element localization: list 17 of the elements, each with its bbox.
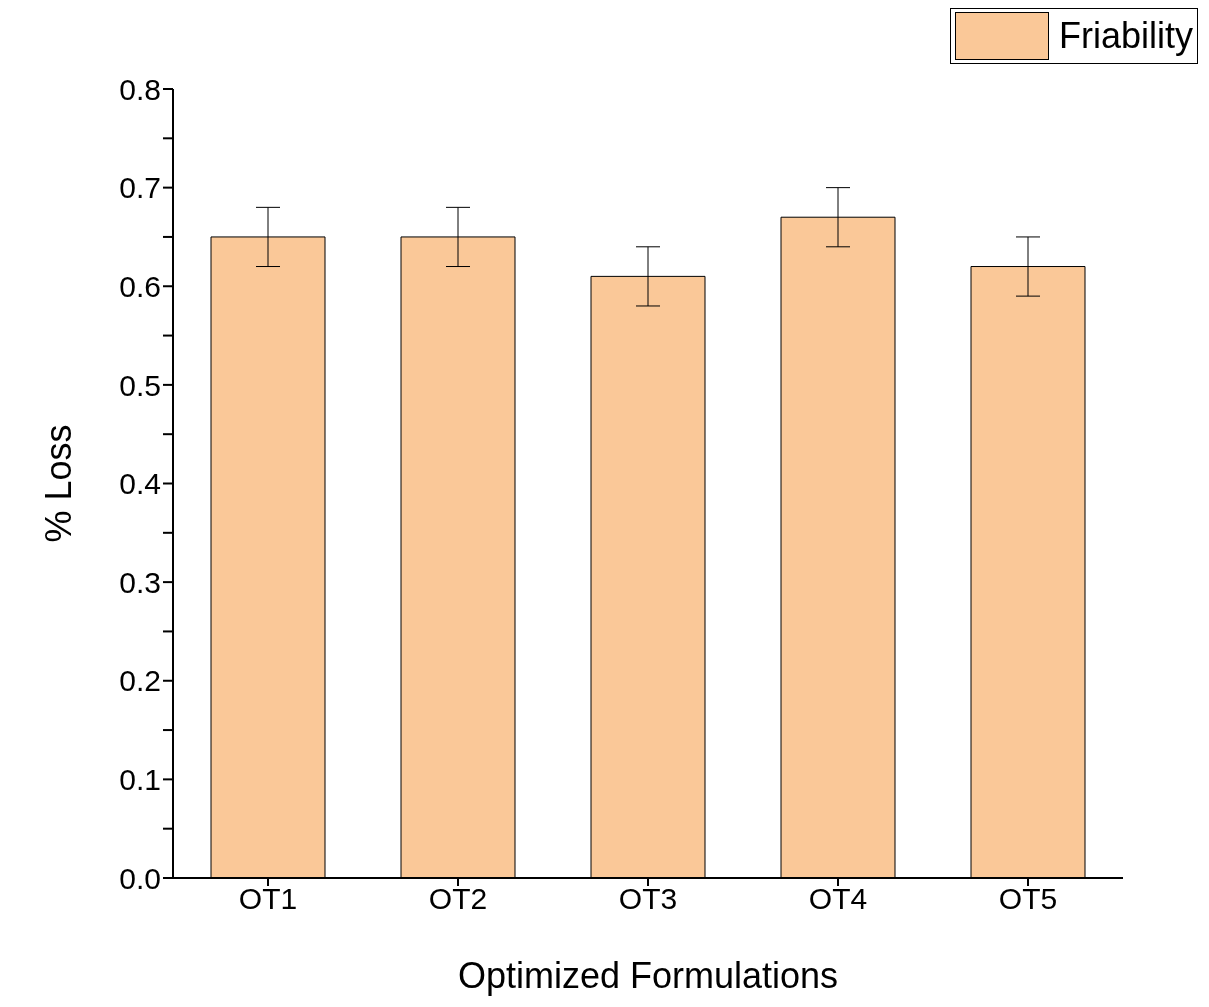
y-tick-label: 0.6 (119, 269, 161, 303)
y-tick-label: 0.1 (119, 763, 161, 797)
x-tick-label: OT5 (998, 882, 1058, 916)
x-tick-label: OT3 (618, 882, 678, 916)
x-tick-label: OT1 (238, 882, 298, 916)
x-tick-label: OT4 (808, 882, 868, 916)
y-tick-label: 0.5 (119, 368, 161, 402)
y-tick-label: 0.0 (119, 861, 161, 895)
y-tick-label: 0.4 (119, 467, 161, 501)
legend-label: Friability (1058, 15, 1193, 57)
x-tick-label: OT2 (428, 882, 488, 916)
x-axis-title: Optimized Formulations (457, 955, 839, 996)
y-tick-label: 0.7 (119, 171, 161, 205)
y-tick-label: 0.8 (119, 72, 161, 106)
y-tick-label: 0.2 (119, 664, 161, 698)
y-tick-label: 0.3 (119, 565, 161, 599)
y-axis-title: % Loss (37, 424, 79, 543)
